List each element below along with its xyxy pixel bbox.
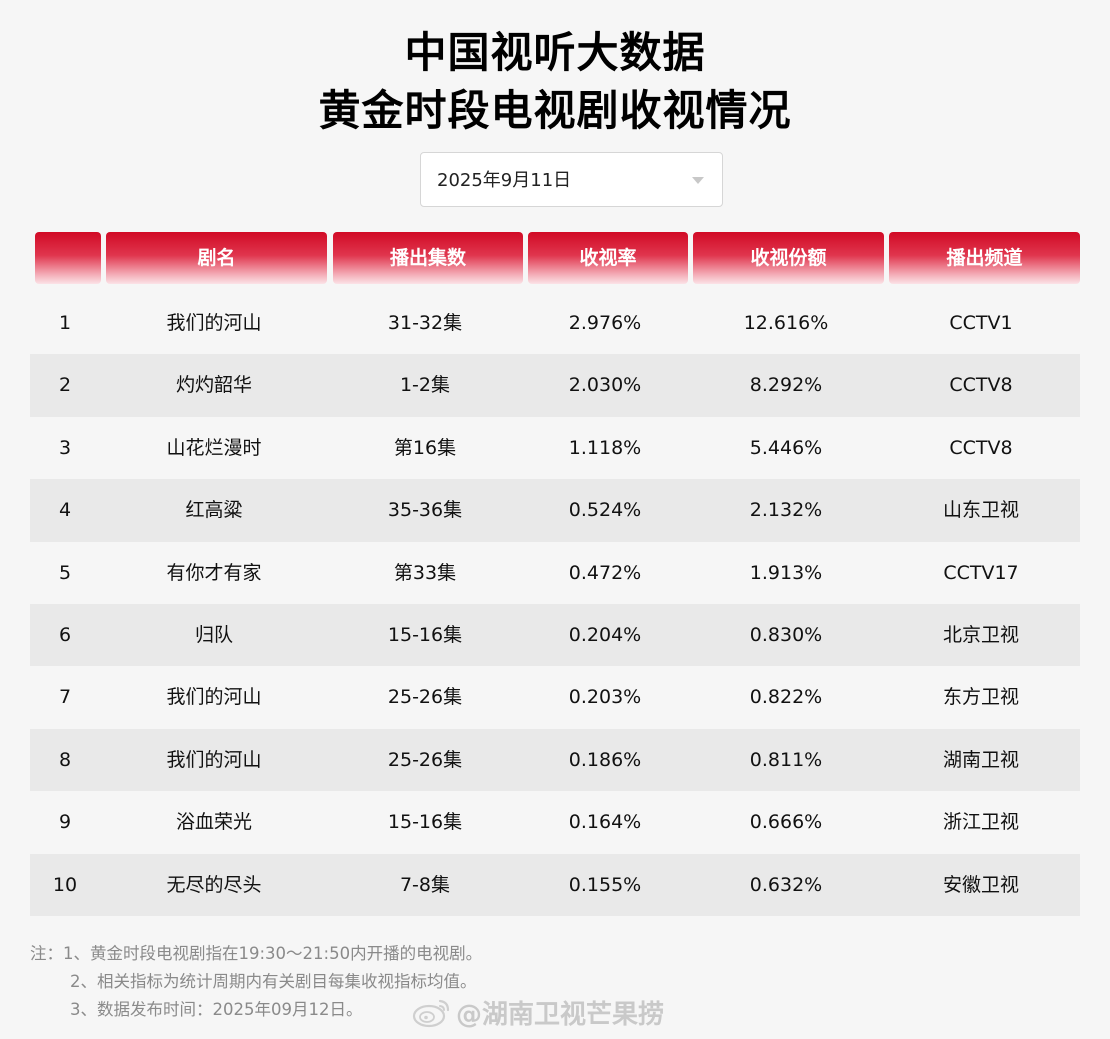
cell-title: 红高粱 [185,499,243,522]
cell-episodes: 第16集 [393,436,457,459]
table-body: 1 我们的河山 31-32集 2.976% 12.616% CCTV1 2 灼灼韶华 1-2集 2… [30,292,1080,916]
cell-rating: 2.030% [568,374,642,397]
page-title: 中国视听大数据 [404,28,706,77]
cell-title: 归队 [194,623,233,646]
cell-rating: 0.204% [568,623,642,646]
cell-channel: 安徽卫视 [942,873,1019,896]
table-row: 10 无尽的尽头 7-8集 0.155% 0.632% 安徽卫视 [30,853,1080,916]
table-row: 4 红高粱 35-36集 0.524% 2.132% 山东卫视 [30,479,1080,542]
date-select[interactable]: 2025年9月11日 [420,152,723,207]
ratings-table: 剧名 播出集数 收视率 收视份额 播出频道 1 我们的河山 31-32集 2.976%… [30,232,1080,916]
cell-channel: 湖南卫视 [942,748,1019,771]
cell-title: 我们的河山 [166,686,262,709]
cell-channel: CCTV8 [949,374,1013,397]
footnote-3: 3、数据发布时间：2025年09月12日。 [70,1000,363,1019]
cell-rank: 2 [58,374,72,397]
footnotes: 注：1、黄金时段电视剧指在19:30～21:50内开播的电视剧。 2、相关指标为… [30,940,482,1024]
cell-channel: 北京卫视 [942,623,1019,646]
date-select-value: 2025年9月11日 [437,170,572,191]
cell-rating: 2.976% [568,312,642,334]
table-row: 2 灼灼韶华 1-2集 2.030% 8.292% CCTV8 [30,354,1080,417]
cell-episodes: 35-36集 [387,499,463,522]
cell-share: 5.446% [749,436,823,459]
watermark-text: @湖南卫视芒果捞 [456,999,665,1030]
cell-share: 1.913% [749,561,823,584]
cell-channel: 山东卫视 [942,499,1019,522]
cell-channel: 东方卫视 [942,686,1019,709]
table-row: 8 我们的河山 25-26集 0.186% 0.811% 湖南卫视 [30,728,1080,792]
cell-title: 浴血荣光 [175,811,252,834]
cell-share: 0.811% [749,748,823,771]
cell-channel: 浙江卫视 [942,811,1019,834]
cell-title: 我们的河山 [166,312,262,334]
cell-title: 有你才有家 [166,561,262,584]
cell-episodes: 第33集 [393,561,457,584]
table-row: 7 我们的河山 25-26集 0.203% 0.822% 东方卫视 [30,666,1080,728]
cell-rating: 0.524% [568,499,642,522]
table-row: 6 归队 15-16集 0.204% 0.830% 北京卫视 [30,603,1080,667]
table-row: 5 有你才有家 第33集 0.472% 1.913% CCTV17 [30,542,1080,604]
header-share: 收视份额 [693,232,884,284]
cell-title: 山花烂漫时 [166,436,262,459]
page-subtitle: 黄金时段电视剧收视情况 [318,86,792,135]
cell-rating: 0.164% [568,811,642,834]
cell-rank: 9 [58,811,72,834]
cell-episodes: 25-26集 [387,686,463,709]
footnote-1: 注：1、黄金时段电视剧指在19:30～21:50内开播的电视剧。 [30,944,483,963]
cell-channel: CCTV8 [949,436,1013,459]
cell-rank: 8 [58,748,72,771]
footnote-2: 2、相关指标为统计周期内有关剧目每集收视指标均值。 [70,972,477,991]
cell-title: 无尽的尽头 [166,873,262,896]
cell-rating: 0.472% [568,561,642,584]
cell-title: 灼灼韶华 [175,374,252,397]
cell-episodes: 15-16集 [387,623,463,646]
cell-rank: 10 [52,873,78,896]
cell-rating: 0.203% [568,686,642,709]
cell-share: 12.616% [743,312,829,334]
table-row: 3 山花烂漫时 第16集 1.118% 5.446% CCTV8 [30,417,1080,479]
table-header: 剧名 播出集数 收视率 收视份额 播出频道 [30,232,1080,284]
cell-rank: 7 [58,686,72,709]
cell-rank: 6 [58,623,72,646]
cell-rating: 0.186% [568,748,642,771]
cell-share: 2.132% [749,499,823,522]
cell-episodes: 7-8集 [399,873,451,896]
cell-channel: CCTV17 [943,561,1019,584]
cell-share: 0.632% [749,873,823,896]
cell-episodes: 15-16集 [387,811,463,834]
header-episodes: 播出集数 [333,232,523,284]
header-rank [35,232,101,284]
cell-episodes: 25-26集 [387,748,463,771]
header-rating: 收视率 [528,232,688,284]
cell-rank: 1 [58,312,72,334]
cell-share: 8.292% [749,374,823,397]
cell-title: 我们的河山 [166,748,262,771]
cell-episodes: 1-2集 [399,374,451,397]
header-channel: 播出频道 [889,232,1080,284]
cell-share: 0.822% [749,686,823,709]
cell-episodes: 31-32集 [387,312,463,334]
cell-rank: 3 [58,436,72,459]
cell-rating: 0.155% [568,873,642,896]
table-row: 1 我们的河山 31-32集 2.976% 12.616% CCTV1 [30,292,1080,354]
table-row: 9 浴血荣光 15-16集 0.164% 0.666% 浙江卫视 [30,791,1080,853]
cell-share: 0.666% [749,811,823,834]
cell-rank: 4 [58,499,72,522]
weibo-icon [412,999,450,1028]
header-title: 剧名 [106,232,327,284]
cell-rating: 1.118% [568,436,642,459]
cell-rank: 5 [58,561,72,584]
chevron-down-icon [692,177,704,184]
watermark: @湖南卫视芒果捞 [412,992,664,1032]
cell-channel: CCTV1 [949,312,1013,334]
cell-share: 0.830% [749,623,823,646]
